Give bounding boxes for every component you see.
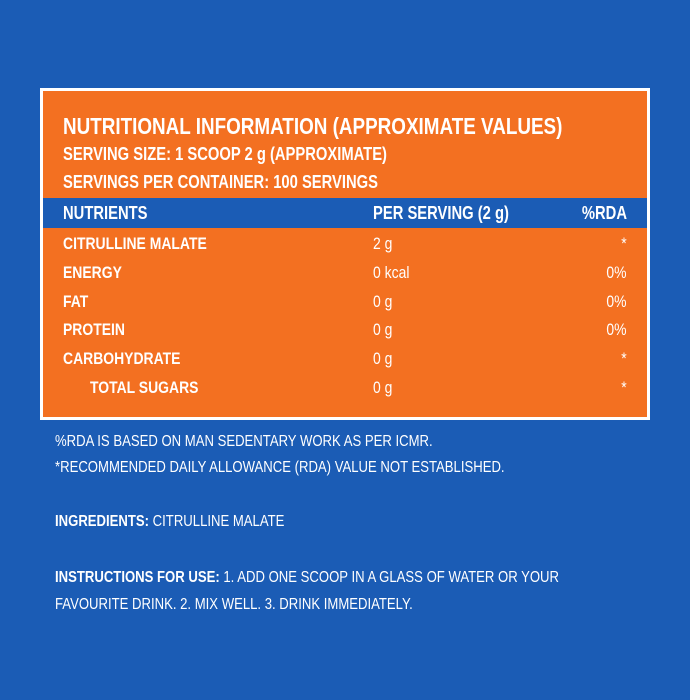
note: %RDA IS BASED ON MAN SEDENTARY WORK AS P… xyxy=(55,433,433,450)
nutrient-name: CARBOHYDRATE xyxy=(63,349,181,369)
nutrient-name: ENERGY xyxy=(63,262,122,282)
per-serving: 2 g xyxy=(373,234,393,253)
per-serving: 0 g xyxy=(373,291,393,311)
nutrient-name: CITRULLINE MALATE xyxy=(63,234,207,253)
instructions-cont: FAVOURITE DRINK. 2. MIX WELL. 3. DRINK I… xyxy=(55,596,413,613)
ingredients: INGREDIENTS: CITRULLINE MALATE xyxy=(55,513,285,530)
per-serving: 0 g xyxy=(373,378,393,397)
instructions: INSTRUCTIONS FOR USE: 1. ADD ONE SCOOP I… xyxy=(55,569,559,586)
rda: * xyxy=(621,378,627,397)
table-header: NUTRIENTS PER SERVING (2 g) %RDA xyxy=(43,198,647,228)
note: *RECOMMENDED DAILY ALLOWANCE (RDA) VALUE… xyxy=(55,459,505,476)
nutrient-name: FAT xyxy=(63,291,89,311)
column-header: %RDA xyxy=(581,203,627,223)
nutrition-panel: NUTRITIONAL INFORMATION (APPROXIMATE VAL… xyxy=(40,88,650,420)
column-header: NUTRIENTS xyxy=(63,203,148,223)
rda: 0% xyxy=(606,262,627,282)
rda: * xyxy=(621,349,627,369)
per-serving: 0 g xyxy=(373,320,393,340)
column-header: PER SERVING (2 g) xyxy=(373,203,509,223)
servings-per-container: SERVINGS PER CONTAINER: 100 SERVINGS xyxy=(63,172,378,192)
per-serving: 0 kcal xyxy=(373,262,410,282)
rda: * xyxy=(621,234,627,253)
per-serving: 0 g xyxy=(373,349,393,369)
nutrient-name: PROTEIN xyxy=(63,320,125,340)
nutrient-name: TOTAL SUGARS xyxy=(90,378,199,397)
panel-title: NUTRITIONAL INFORMATION (APPROXIMATE VAL… xyxy=(63,113,563,139)
rda: 0% xyxy=(606,291,627,311)
serving-size: SERVING SIZE: 1 SCOOP 2 g (APPROXIMATE) xyxy=(63,144,387,164)
rda: 0% xyxy=(606,320,627,340)
